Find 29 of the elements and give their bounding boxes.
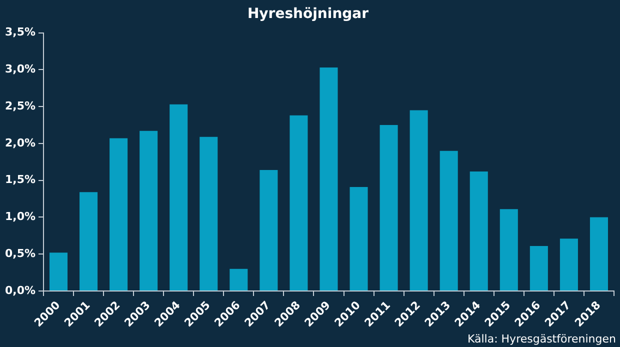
y-tick-label: 1,5% (4, 173, 36, 186)
bar (200, 136, 218, 291)
y-tick-label: 1,0% (4, 210, 36, 224)
bar (290, 115, 308, 291)
y-tick-label: 3,5% (4, 26, 36, 39)
bar (500, 209, 518, 291)
bar (140, 130, 158, 291)
bar (350, 186, 368, 291)
bar (410, 110, 428, 291)
bar (560, 238, 578, 291)
bar (380, 125, 398, 291)
y-tick-label: 2,5% (4, 99, 36, 112)
bar (170, 104, 188, 291)
bar (50, 252, 68, 291)
bar (320, 67, 338, 291)
y-tick-label: 3,0% (4, 62, 36, 76)
bar (470, 172, 488, 291)
bar (110, 138, 128, 291)
bar (530, 246, 548, 291)
y-tick-label: 0,0% (4, 284, 36, 297)
bar (590, 217, 608, 291)
chart-title: Hyreshöjningar (247, 6, 369, 22)
bar (80, 192, 98, 291)
bar (260, 170, 278, 291)
bar (230, 268, 248, 291)
y-tick-label: 0,5% (4, 246, 36, 260)
bar (440, 150, 458, 291)
text: Källa: Hyresgästföreningen (467, 332, 616, 346)
y-tick-label: 2,0% (4, 136, 36, 150)
